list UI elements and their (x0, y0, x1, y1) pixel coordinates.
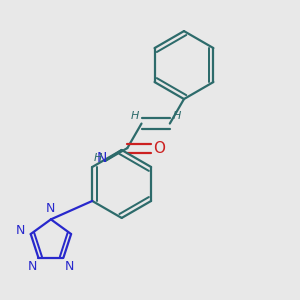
Text: H: H (130, 112, 139, 122)
Text: N: N (16, 224, 25, 237)
Text: H: H (94, 153, 102, 163)
Text: O: O (153, 141, 165, 156)
Text: N: N (28, 260, 37, 273)
Text: N: N (65, 260, 74, 273)
Text: N: N (46, 202, 56, 215)
Text: H: H (173, 112, 181, 122)
Text: N: N (96, 151, 107, 165)
